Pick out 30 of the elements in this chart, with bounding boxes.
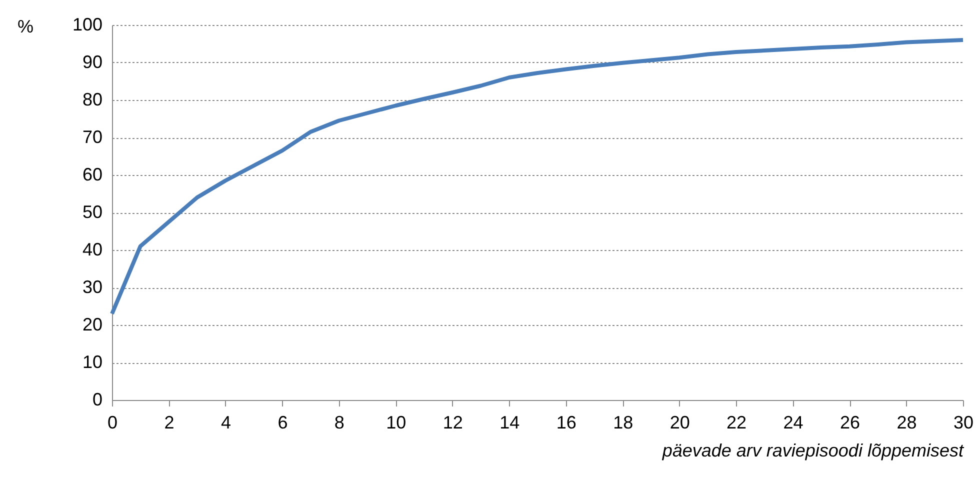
- x-tick-label: 10: [386, 412, 406, 432]
- y-tick-label: 40: [82, 240, 102, 260]
- line-series: [110, 38, 965, 316]
- x-axis-title: päevade arv raviepisoodi lõppemisest: [661, 440, 964, 460]
- y-tick-label: 80: [82, 90, 102, 110]
- x-tick-label: 12: [442, 412, 463, 432]
- x-tick-label: 26: [840, 412, 860, 432]
- y-tick-label: 20: [82, 314, 102, 334]
- y-tick-label: 10: [82, 352, 102, 372]
- y-tick-label: 30: [82, 277, 102, 297]
- y-tick-label: 60: [82, 164, 102, 184]
- x-tick-label: 30: [953, 412, 974, 432]
- x-tick-label: 14: [500, 412, 520, 432]
- x-tick-label: 4: [220, 412, 231, 432]
- x-tick-label: 18: [613, 412, 634, 432]
- y-tick-label: 70: [82, 127, 102, 147]
- x-tick-label: 0: [107, 412, 118, 432]
- x-tick-label: 2: [164, 412, 174, 432]
- y-tick-label: 90: [82, 52, 102, 72]
- x-tick-label: 28: [896, 412, 917, 432]
- x-tick-label: 22: [726, 412, 747, 432]
- y-axis-title: %: [18, 16, 34, 36]
- x-tick-label: 8: [334, 412, 344, 432]
- y-tick-label: 50: [82, 202, 102, 222]
- x-tick-label: 24: [783, 412, 804, 432]
- x-tick-label: 16: [556, 412, 576, 432]
- y-tick-label: 0: [92, 390, 102, 410]
- y-tick-label: 100: [72, 14, 102, 34]
- x-tick-label: 20: [670, 412, 690, 432]
- x-tick-label: 6: [278, 412, 288, 432]
